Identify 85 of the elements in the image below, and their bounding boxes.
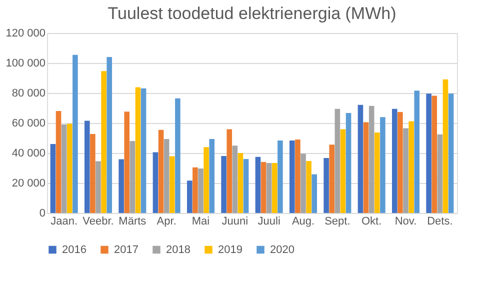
bar xyxy=(152,152,158,213)
bar xyxy=(84,120,90,213)
bar xyxy=(209,139,215,213)
x-tick-label: Juuni xyxy=(222,216,248,228)
bar xyxy=(442,79,448,213)
bar xyxy=(278,140,283,213)
bar xyxy=(50,144,56,213)
bar xyxy=(437,134,443,213)
bar xyxy=(101,71,106,213)
bar xyxy=(90,134,96,213)
bar xyxy=(403,128,408,213)
bar xyxy=(66,124,72,213)
bar xyxy=(266,163,272,213)
x-tick-label: Juuli xyxy=(258,216,280,228)
bar xyxy=(432,96,438,213)
bar xyxy=(158,130,164,213)
bar xyxy=(324,158,329,213)
bar xyxy=(414,90,420,213)
bar xyxy=(124,112,130,213)
bar xyxy=(130,141,136,213)
y-tick-label: 40 000 xyxy=(12,148,46,160)
bar xyxy=(289,140,295,213)
legend-label: 2020 xyxy=(270,244,294,256)
bar xyxy=(380,117,386,213)
y-tick-label: 80 000 xyxy=(12,88,46,100)
bar xyxy=(368,106,374,213)
bar xyxy=(329,144,335,213)
legend-label: 2018 xyxy=(166,244,190,256)
x-tick-label: Jaan. xyxy=(50,216,78,228)
bar xyxy=(358,104,364,213)
bar xyxy=(392,108,398,213)
legend-label: 2019 xyxy=(218,244,242,256)
x-tick-label: Dets. xyxy=(427,216,453,228)
bar xyxy=(175,98,180,213)
legend-label: 2017 xyxy=(114,244,138,256)
bar xyxy=(426,94,432,213)
bar xyxy=(221,156,226,213)
bar xyxy=(295,140,300,213)
x-tick-label: Okt. xyxy=(361,216,382,228)
chart-title: Tuulest toodetud elektrienergia (MWh) xyxy=(108,4,396,23)
bar xyxy=(118,159,124,213)
bar xyxy=(204,147,209,213)
bar xyxy=(243,159,249,213)
bar xyxy=(334,108,340,213)
bar xyxy=(238,153,244,213)
bar xyxy=(164,139,170,213)
x-tick-label: Apr. xyxy=(156,216,176,228)
bar xyxy=(140,88,146,213)
x-tick-label: Sept. xyxy=(324,216,350,228)
x-tick-label: Märts xyxy=(118,216,147,228)
x-tick-label: Aug. xyxy=(292,216,315,228)
bar xyxy=(255,156,261,213)
bar xyxy=(72,54,78,213)
bar xyxy=(106,57,112,213)
bar xyxy=(272,163,278,213)
bar xyxy=(363,122,369,213)
bar xyxy=(408,121,414,213)
bar xyxy=(226,129,232,213)
y-tick-label: 100 000 xyxy=(6,58,46,70)
bar xyxy=(96,161,101,213)
bar xyxy=(61,124,67,213)
bar xyxy=(346,112,352,213)
bar xyxy=(186,180,192,213)
bar xyxy=(56,111,62,213)
bar xyxy=(198,168,204,213)
y-tick-label: 20 000 xyxy=(12,178,46,190)
bar xyxy=(232,146,238,213)
bar xyxy=(260,162,266,213)
legend-label: 2016 xyxy=(62,244,86,256)
y-tick-label: 0 xyxy=(39,208,46,220)
bar xyxy=(448,94,454,213)
bar xyxy=(340,129,346,213)
x-tick-label: Veebr. xyxy=(82,216,114,228)
x-tick-label: Nov. xyxy=(394,216,417,228)
bar xyxy=(398,112,403,213)
bar xyxy=(306,160,312,213)
bar xyxy=(374,132,380,213)
y-tick-label: 60 000 xyxy=(12,118,46,130)
bar xyxy=(135,87,141,213)
bar xyxy=(192,167,198,213)
x-tick-label: Mai xyxy=(192,216,210,228)
bar xyxy=(312,174,318,213)
y-tick-label: 120 000 xyxy=(6,28,46,40)
bar xyxy=(169,156,175,213)
bar xyxy=(300,154,306,213)
